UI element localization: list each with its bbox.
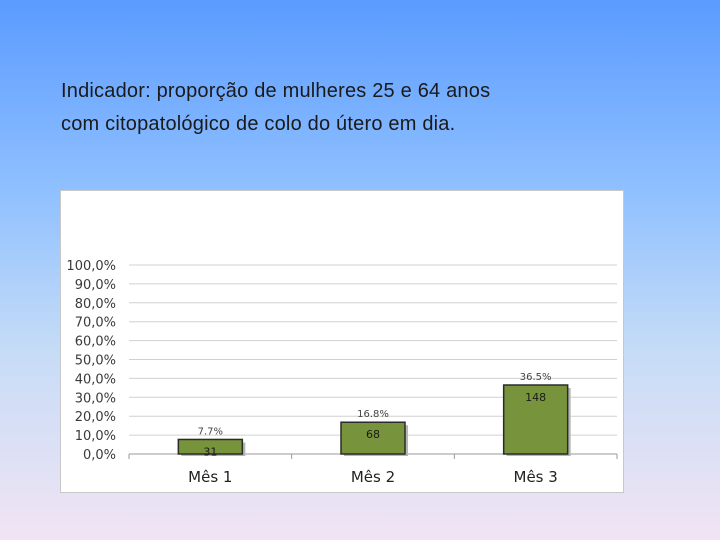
y-tick-label: 30,0% <box>75 391 116 406</box>
y-tick-label: 40,0% <box>75 372 116 387</box>
y-tick-label: 50,0% <box>75 354 116 369</box>
y-tick-label: 0,0% <box>83 448 116 463</box>
bar <box>340 421 406 455</box>
x-category-label: Mês 2 <box>351 468 395 486</box>
y-tick-label: 20,0% <box>75 410 116 425</box>
bar-count-label: 68 <box>366 428 380 441</box>
bar <box>177 438 244 455</box>
y-tick-label: 70,0% <box>75 316 116 331</box>
bar <box>502 384 569 455</box>
title-line-1: Indicador: proporção de mulheres 25 e 64… <box>61 80 491 102</box>
chart-canvas: 0,0% 10,0% 20,0% 30,0% 40,0% 50,0% 60,0% 70,0% 8… <box>66 259 618 486</box>
y-tick-label: 80,0% <box>75 297 116 312</box>
slide-title: Indicador: proporção de mulheres 25 e 64… <box>61 75 681 141</box>
bar-count-label: 148 <box>525 391 546 404</box>
title-line-2: com citopatológico de colo do útero em d… <box>61 113 456 135</box>
y-tick-label: 60,0% <box>75 335 116 350</box>
bar-percent-label: 7.7% <box>198 426 223 437</box>
y-tick-label: 100,0% <box>66 259 116 274</box>
bar-count-label: 31 <box>203 445 217 458</box>
y-tick-label: 10,0% <box>75 429 116 444</box>
y-tick-label: 90,0% <box>75 278 116 293</box>
bar-percent-label: 16.8% <box>357 409 389 420</box>
bar-percent-label: 36.5% <box>520 372 552 383</box>
x-category-label: Mês 1 <box>188 468 232 486</box>
x-category-label: Mês 3 <box>514 468 558 486</box>
bar-chart: 0,0% 10,0% 20,0% 30,0% 40,0% 50,0% 60,0% 70,0% 8… <box>60 190 624 493</box>
